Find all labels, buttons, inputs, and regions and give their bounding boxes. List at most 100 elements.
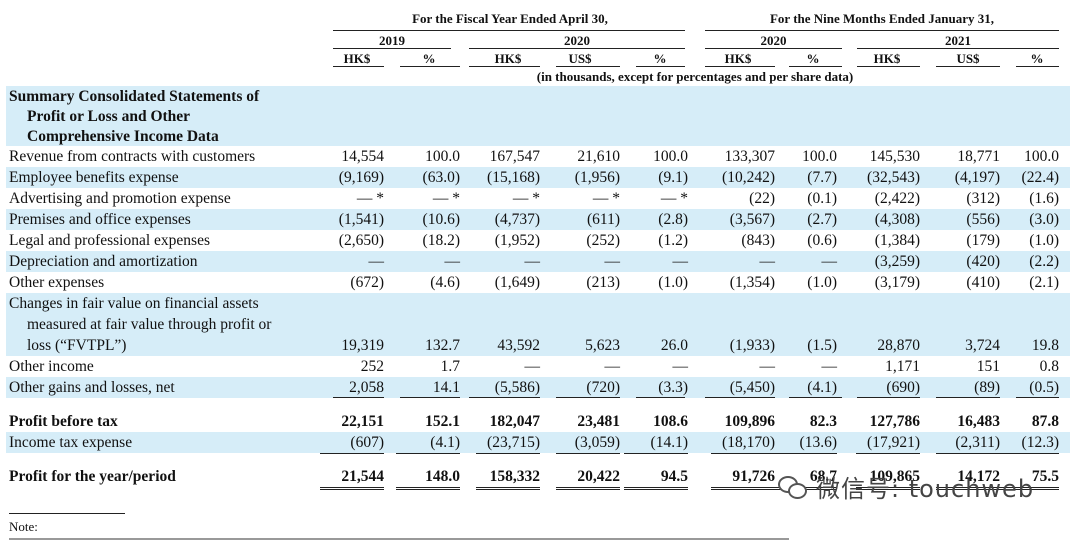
currency-header-3: US$ — [568, 51, 592, 66]
subtotal-rule — [333, 397, 384, 398]
currency-underline-5 — [705, 66, 775, 67]
cell-value: 75.5 — [995, 466, 1059, 490]
cell-value: 28,870 — [877, 337, 920, 354]
cell-value: (1,933) — [729, 337, 775, 354]
cell-value: (0.6) — [807, 232, 837, 249]
cell-value: (672) — [350, 274, 384, 291]
subtotal-rule — [1016, 397, 1059, 398]
cell-value: — — [368, 253, 385, 270]
cell-value: — — [524, 253, 541, 270]
currency-underline-7 — [857, 66, 920, 67]
cell-value: (607) — [320, 432, 384, 454]
cell-value: — * — [356, 190, 384, 207]
header-group-nine-months-underline — [705, 30, 1059, 31]
subtotal-rule — [400, 397, 460, 398]
cell-value: 5,623 — [585, 337, 620, 354]
cell-value: (720) — [586, 379, 620, 396]
cell-value: 132.7 — [425, 337, 460, 354]
row-label: measured at fair value through profit or — [27, 316, 272, 333]
cell-value: (0.1) — [807, 190, 837, 207]
row-label: Legal and professional expenses — [9, 232, 211, 249]
cell-value: (5,450) — [729, 379, 775, 396]
cell-value: (32,543) — [867, 169, 920, 186]
cell-value: (2.7) — [807, 211, 837, 228]
row-label: Other expenses — [9, 274, 105, 291]
cell-value: (410) — [966, 274, 1000, 291]
cell-value: (4.1) — [396, 432, 460, 454]
cell-value: — — [672, 358, 689, 375]
currency-underline-8 — [936, 66, 1000, 67]
cell-value: (3,259) — [874, 253, 920, 270]
cell-value: 100.0 — [1024, 148, 1059, 165]
cell-value: 1.7 — [440, 358, 460, 375]
cell-value: 148.0 — [396, 466, 460, 490]
row-label: Employee benefits expense — [9, 169, 179, 186]
cell-value: (89) — [974, 379, 1000, 396]
cell-value: 0.8 — [1039, 358, 1059, 375]
cell-value: (3,179) — [874, 274, 920, 291]
cell-value: 152.1 — [425, 413, 460, 430]
header-group-fiscal-year: For the Fiscal Year Ended April 30, — [412, 11, 608, 26]
wechat-watermark: 微信号: touchweb — [778, 464, 1070, 508]
cell-value: 21,544 — [320, 466, 384, 490]
cell-value: (9,169) — [338, 169, 384, 186]
section-title-line-3: Comprehensive Income Data — [27, 128, 219, 145]
cell-value: — — [672, 253, 689, 270]
cell-value: — * — [592, 190, 620, 207]
section-title-band — [6, 86, 1070, 146]
row-band — [6, 251, 1070, 272]
currency-header-9: % — [1030, 51, 1044, 66]
note-divider — [9, 513, 125, 514]
cell-value: (1.0) — [658, 274, 688, 291]
cell-value: — — [821, 253, 838, 270]
section-title-line-2: Profit or Loss and Other — [27, 108, 191, 125]
cell-value: 16,483 — [957, 413, 1000, 430]
cell-value: 127,786 — [869, 413, 920, 430]
cell-value: 22,151 — [341, 413, 384, 430]
currency-header-5: HK$ — [724, 51, 752, 66]
header-group-fiscal-year-underline — [333, 30, 685, 31]
cell-value: (1,384) — [874, 232, 920, 249]
cell-value: 21,610 — [577, 148, 620, 165]
cell-value: 100.0 — [425, 148, 460, 165]
header-year-2020: 2020 — [469, 33, 685, 49]
cell-value: (179) — [966, 232, 1000, 249]
subtotal-rule — [469, 397, 540, 398]
cell-value: (611) — [587, 211, 620, 228]
currency-underline-4 — [636, 66, 685, 67]
currency-header-0: HK$ — [343, 51, 371, 66]
cell-value: (1,649) — [494, 274, 540, 291]
cell-value: (3,059) — [556, 432, 620, 454]
cell-value: 26.0 — [660, 337, 688, 354]
subtotal-rule — [556, 397, 620, 398]
cell-value: (9.1) — [658, 169, 688, 186]
cell-value: (690) — [886, 379, 920, 396]
cell-value: (1.5) — [807, 337, 837, 354]
cell-value: (22.4) — [1021, 169, 1059, 186]
cell-value: (1,541) — [338, 211, 384, 228]
cell-value: 182,047 — [489, 413, 540, 430]
cell-value: 108.6 — [653, 413, 688, 430]
cell-value: (556) — [966, 211, 1000, 228]
cell-value: (17,921) — [856, 432, 920, 454]
row-label: loss (“FVTPL”) — [27, 337, 127, 354]
cell-value: 43,592 — [497, 337, 540, 354]
row-label: Advertising and promotion expense — [9, 190, 231, 207]
cell-value: 23,481 — [577, 413, 620, 430]
cell-value: (1.0) — [1029, 232, 1059, 249]
cell-value: (1.0) — [807, 274, 837, 291]
row-label: Profit for the year/period — [9, 468, 176, 485]
cell-value: 3,724 — [965, 337, 1000, 354]
cell-value: — * — [512, 190, 540, 207]
currency-header-1: % — [422, 51, 436, 66]
cell-value: 18,771 — [957, 148, 1000, 165]
cell-value: 2,058 — [349, 379, 384, 396]
cell-value: 109,865 — [856, 466, 920, 490]
row-label: Revenue from contracts with customers — [9, 148, 256, 165]
cell-value: 94.5 — [624, 466, 688, 490]
cell-value: 100.0 — [653, 148, 688, 165]
cell-value: (4.1) — [807, 379, 837, 396]
cell-value: (15,168) — [487, 169, 540, 186]
currency-header-4: % — [653, 51, 667, 66]
cell-value: (843) — [741, 232, 775, 249]
